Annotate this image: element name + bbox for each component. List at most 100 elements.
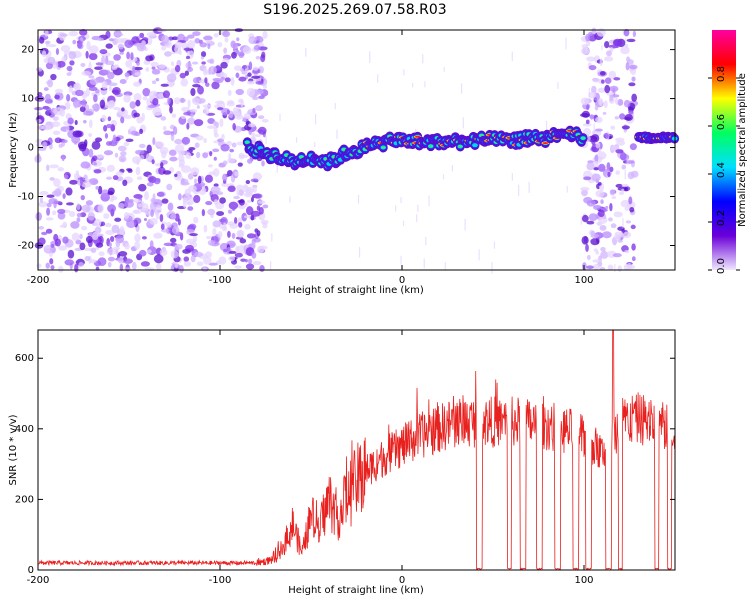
spectrogram-y-label: Frequency (Hz) xyxy=(8,112,19,188)
noise-blob xyxy=(614,116,620,120)
noise-blob xyxy=(35,143,42,147)
x-tick-label: -100 xyxy=(209,275,232,286)
noise-blob xyxy=(94,137,103,143)
noise-blob xyxy=(604,84,611,94)
noise-blob xyxy=(227,230,231,238)
noise-blob xyxy=(233,195,241,200)
noise-blob xyxy=(191,97,200,104)
noise-blob xyxy=(252,260,262,266)
noise-blob xyxy=(595,142,601,149)
noise-blob xyxy=(160,223,165,230)
noise-blob xyxy=(139,128,144,134)
noise-blob xyxy=(135,99,141,107)
noise-blob xyxy=(99,49,108,55)
x-tick-label: 0 xyxy=(399,275,405,286)
noise-blob xyxy=(586,162,595,171)
noise-blob xyxy=(591,138,596,145)
noise-blob xyxy=(67,249,75,259)
noise-blob xyxy=(123,114,132,119)
noise-blob xyxy=(188,223,197,230)
noise-blob xyxy=(197,85,204,95)
noise-blob xyxy=(95,186,100,190)
noise-blob xyxy=(242,46,252,54)
noise-blob xyxy=(251,75,261,79)
noise-blob xyxy=(136,43,147,52)
noise-blob xyxy=(609,94,614,102)
colorbar-tick-label: 0.2 xyxy=(716,210,727,226)
noise-blob xyxy=(49,258,54,265)
noise-blob xyxy=(583,176,592,181)
noise-blob xyxy=(262,221,268,229)
noise-blob xyxy=(194,38,201,44)
noise-blob xyxy=(211,81,220,90)
noise-blob xyxy=(202,152,209,159)
noise-blob xyxy=(153,232,163,239)
noise-blob xyxy=(44,29,49,37)
noise-blob xyxy=(181,136,191,145)
noise-blob xyxy=(214,100,225,105)
noise-blob xyxy=(253,44,261,51)
noise-blob xyxy=(123,94,131,103)
noise-blob xyxy=(586,104,590,111)
noise-blob xyxy=(247,72,252,77)
noise-blob xyxy=(54,94,60,100)
noise-streak xyxy=(263,77,265,85)
signal-core xyxy=(299,155,304,159)
noise-blob xyxy=(154,112,163,116)
noise-streak xyxy=(565,37,567,50)
noise-blob xyxy=(239,238,247,244)
noise-blob xyxy=(257,245,265,254)
noise-blob xyxy=(203,35,213,41)
noise-blob xyxy=(54,188,62,197)
noise-blob xyxy=(149,218,158,225)
colorbar: 0.8 0.6 0.4 0.2 0.0 Normalized spectral ampl… xyxy=(708,30,748,274)
noise-blob xyxy=(66,65,73,72)
noise-blob xyxy=(107,204,116,213)
noise-blob xyxy=(113,54,121,61)
noise-blob xyxy=(81,225,88,231)
noise-blob xyxy=(251,252,257,259)
noise-blob xyxy=(141,236,147,240)
noise-blob xyxy=(616,140,626,146)
noise-blob xyxy=(97,204,104,213)
noise-streak xyxy=(403,69,405,76)
x-tick-label: -200 xyxy=(27,575,50,586)
noise-blob xyxy=(212,148,220,153)
noise-blob xyxy=(233,65,243,71)
noise-blob xyxy=(139,32,145,38)
noise-blob xyxy=(60,45,71,52)
noise-blob xyxy=(47,56,56,64)
noise-blob xyxy=(607,171,611,178)
noise-blob xyxy=(244,223,251,230)
noise-blob xyxy=(258,95,265,100)
noise-blob xyxy=(103,124,108,132)
noise-blob xyxy=(183,111,191,116)
noise-blob xyxy=(615,149,624,154)
y-tick-label: 200 xyxy=(15,494,34,505)
noise-blob xyxy=(252,107,256,114)
noise-blob xyxy=(609,189,616,196)
noise-blob xyxy=(75,89,84,97)
noise-streak xyxy=(314,141,316,148)
noise-blob xyxy=(125,60,133,68)
noise-blob xyxy=(101,55,106,65)
noise-blob xyxy=(88,148,94,158)
colorbar-ticks: 0.8 0.6 0.4 0.2 0.0 xyxy=(708,66,740,274)
noise-blob xyxy=(119,225,125,235)
noise-blob xyxy=(130,130,139,136)
noise-blob xyxy=(250,196,254,203)
noise-blob xyxy=(187,206,194,211)
noise-blob xyxy=(203,137,207,144)
noise-blob xyxy=(80,161,91,169)
noise-blob xyxy=(35,138,44,144)
noise-blob xyxy=(231,51,237,59)
noise-blob xyxy=(103,213,110,219)
colorbar-gradient xyxy=(712,30,736,270)
noise-blob xyxy=(80,194,85,201)
noise-blob xyxy=(186,201,192,206)
noise-blob xyxy=(601,79,605,84)
noise-blob xyxy=(212,227,217,236)
noise-blob xyxy=(107,82,118,87)
spectrogram-x-ticks: -200 -100 0 100 xyxy=(27,30,594,286)
noise-blob xyxy=(114,152,119,158)
